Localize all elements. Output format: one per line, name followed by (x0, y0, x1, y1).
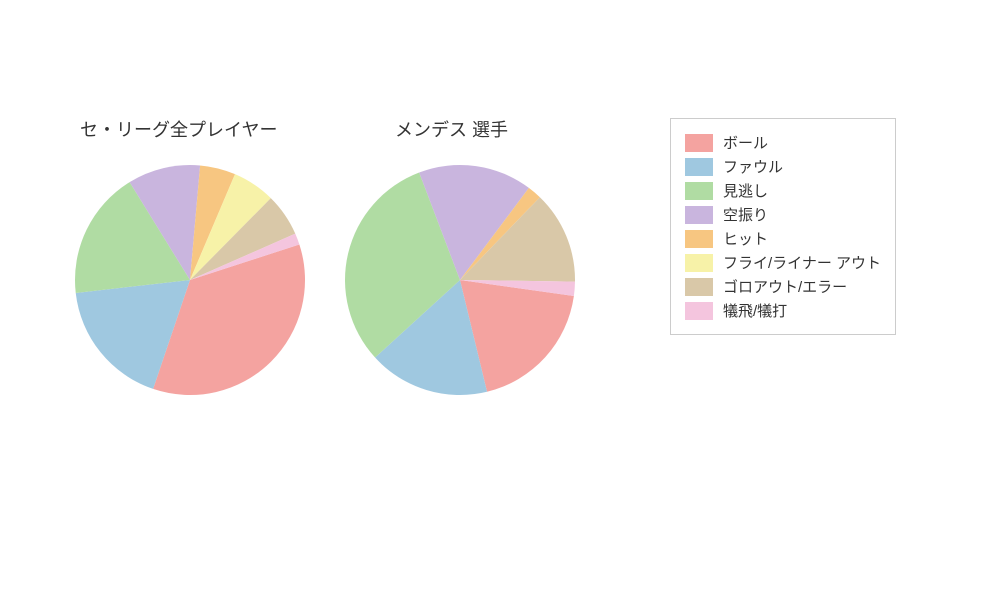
pie-league (73, 163, 307, 397)
legend-item-miss: 見逃し (685, 180, 881, 201)
legend-swatch-sac (685, 302, 713, 320)
legend: ボールファウル見逃し空振りヒットフライ/ライナー アウトゴロアウト/エラー犠飛/… (670, 118, 896, 335)
legend-swatch-miss (685, 182, 713, 200)
legend-item-flyout: フライ/ライナー アウト (685, 252, 881, 273)
legend-swatch-ball (685, 134, 713, 152)
legend-label-sac: 犠飛/犠打 (723, 300, 787, 321)
chart-container: { "colors": { "ball": "#f4a3a0", "foul":… (0, 0, 1000, 600)
legend-item-swing: 空振り (685, 204, 881, 225)
legend-swatch-flyout (685, 254, 713, 272)
legend-swatch-swing (685, 206, 713, 224)
legend-item-groundout: ゴロアウト/エラー (685, 276, 881, 297)
legend-label-hit: ヒット (723, 228, 768, 249)
legend-swatch-groundout (685, 278, 713, 296)
legend-item-hit: ヒット (685, 228, 881, 249)
legend-label-swing: 空振り (723, 204, 768, 225)
legend-item-ball: ボール (685, 132, 881, 153)
legend-swatch-foul (685, 158, 713, 176)
chart-title-player: メンデス 選手 (395, 116, 508, 142)
legend-label-ball: ボール (723, 132, 768, 153)
legend-label-miss: 見逃し (723, 180, 768, 201)
legend-item-foul: ファウル (685, 156, 881, 177)
chart-title-league: セ・リーグ全プレイヤー (80, 116, 277, 142)
legend-label-groundout: ゴロアウト/エラー (723, 276, 847, 297)
pie-player (343, 163, 577, 397)
legend-swatch-hit (685, 230, 713, 248)
legend-item-sac: 犠飛/犠打 (685, 300, 881, 321)
legend-label-flyout: フライ/ライナー アウト (723, 252, 881, 273)
legend-label-foul: ファウル (723, 156, 783, 177)
